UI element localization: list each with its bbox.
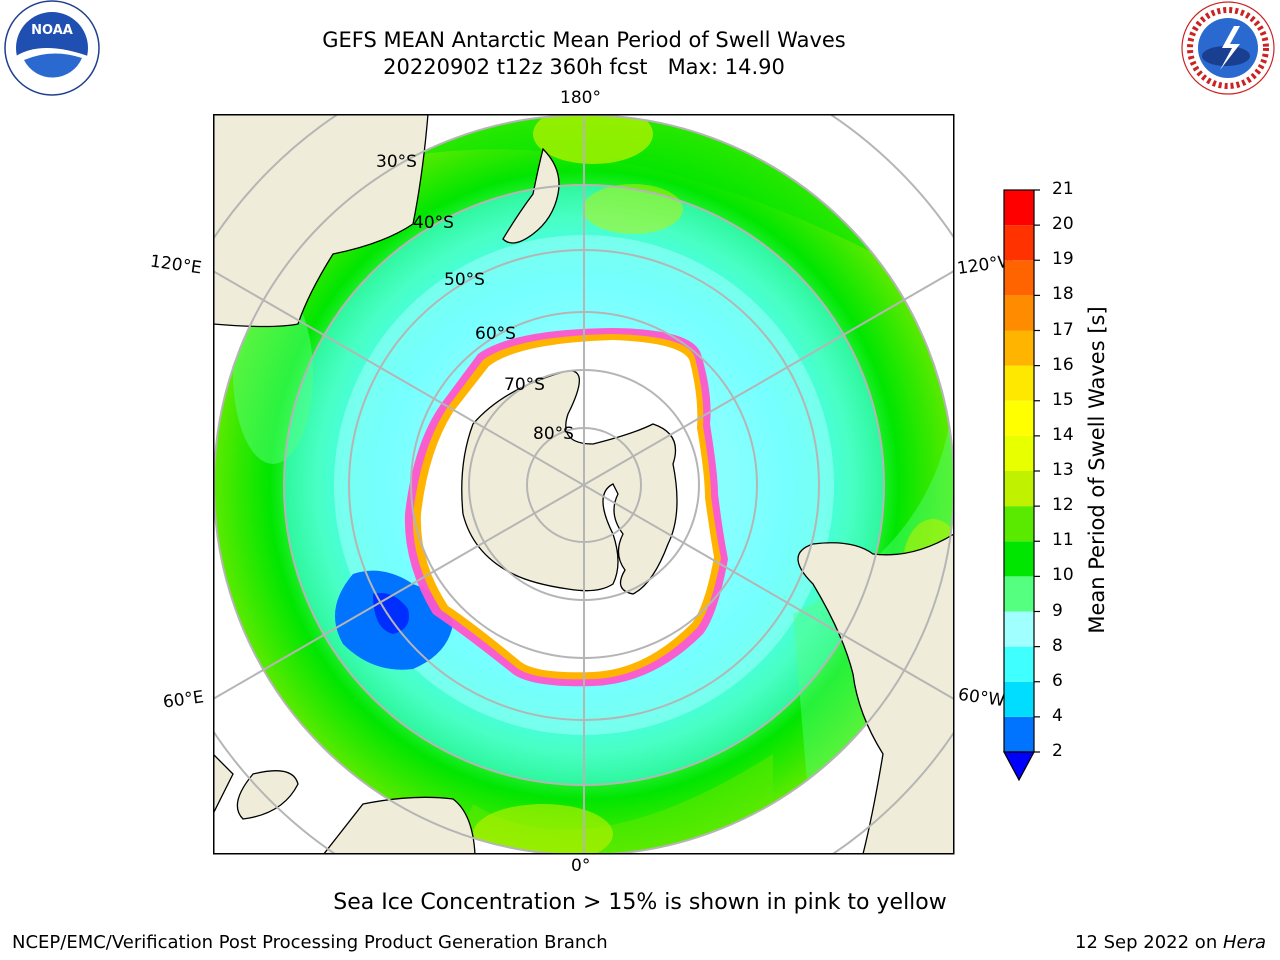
chart-subtitle: 20220902 t12z 360h fcst Max: 14.90	[383, 55, 785, 79]
footer-timestamp: 12 Sep 2022 on Hera	[1075, 932, 1266, 953]
lon-label-60w: 60°W	[956, 684, 1007, 712]
colorbar-tick-label: 6	[1052, 670, 1063, 691]
colorbar-bin-10	[1004, 365, 1034, 401]
colorbar-tick-label: 4	[1052, 705, 1063, 726]
sea-ice-note: Sea Ice Concentration > 15% is shown in …	[333, 890, 947, 915]
footer-date: 12 Sep 2022 on	[1075, 932, 1223, 953]
colorbar-bin-12	[1004, 295, 1034, 331]
colorbar-tick-label: 18	[1052, 284, 1074, 305]
colorbar-bin-1	[1004, 681, 1034, 717]
continents	[213, 114, 954, 854]
footer-machine: Hera	[1222, 932, 1266, 953]
swell-period-map	[213, 114, 955, 855]
nws-logo	[1178, 0, 1278, 100]
colorbar-bin-9	[1004, 400, 1034, 436]
lon-label-0: 0°	[571, 856, 591, 876]
colorbar-tick-label: 19	[1052, 249, 1074, 270]
colorbar-bin-3	[1004, 611, 1034, 647]
colorbar-tick-label: 9	[1052, 600, 1063, 621]
lat-label-50s: 50°S	[444, 270, 485, 290]
noaa-logo: NOAA	[2, 0, 102, 100]
colorbar-tick-label: 17	[1052, 319, 1074, 340]
colorbar-tick-label: 10	[1052, 565, 1074, 586]
lon-label-180: 180°	[560, 88, 601, 108]
colorbar-label: Mean Period of Swell Waves [s]	[1085, 306, 1109, 634]
map-frame	[213, 114, 955, 855]
colorbar-tick-label: 14	[1052, 424, 1074, 445]
colorbar-bin-2	[1004, 646, 1034, 682]
svg-text:NOAA: NOAA	[31, 23, 73, 38]
colorbar-bin-14	[1004, 225, 1034, 261]
colorbar-tick-label: 15	[1052, 389, 1074, 410]
colorbar-bin-8	[1004, 435, 1034, 471]
lat-label-70s: 70°S	[504, 375, 545, 395]
colorbar-bin-0	[1004, 716, 1034, 752]
colorbar-bin-4	[1004, 576, 1034, 612]
colorbar-tick-label: 2	[1052, 741, 1063, 761]
lat-label-30s: 30°S	[376, 152, 417, 172]
colorbar-tick-label: 16	[1052, 354, 1074, 375]
colorbar	[1002, 189, 1040, 782]
colorbar-bin-13	[1004, 260, 1034, 296]
colorbar-tick-label: 20	[1052, 214, 1074, 235]
chart-title: GEFS MEAN Antarctic Mean Period of Swell…	[322, 28, 846, 52]
colorbar-under-arrow	[1002, 751, 1036, 782]
lon-label-60e: 60°E	[161, 687, 206, 713]
colorbar-bin-5	[1004, 541, 1034, 577]
antarctica-land	[461, 370, 678, 595]
colorbar-tick-label: 8	[1052, 635, 1063, 656]
colorbar-bin-7	[1004, 471, 1034, 507]
colorbar-bin-15	[1004, 190, 1034, 226]
colorbar-tick-label: 12	[1052, 495, 1074, 516]
lon-label-120e: 120°E	[148, 251, 203, 279]
lat-label-40s: 40°S	[413, 213, 454, 233]
lat-label-80s: 80°S	[533, 424, 574, 444]
colorbar-tick-label: 11	[1052, 530, 1074, 551]
colorbar-tick-label: 21	[1052, 179, 1074, 199]
footer-source: NCEP/EMC/Verification Post Processing Pr…	[12, 932, 608, 953]
colorbar-tick-label: 13	[1052, 460, 1074, 480]
colorbar-bin-6	[1004, 506, 1034, 542]
lat-label-60s: 60°S	[475, 324, 516, 344]
colorbar-bin-11	[1004, 330, 1034, 366]
